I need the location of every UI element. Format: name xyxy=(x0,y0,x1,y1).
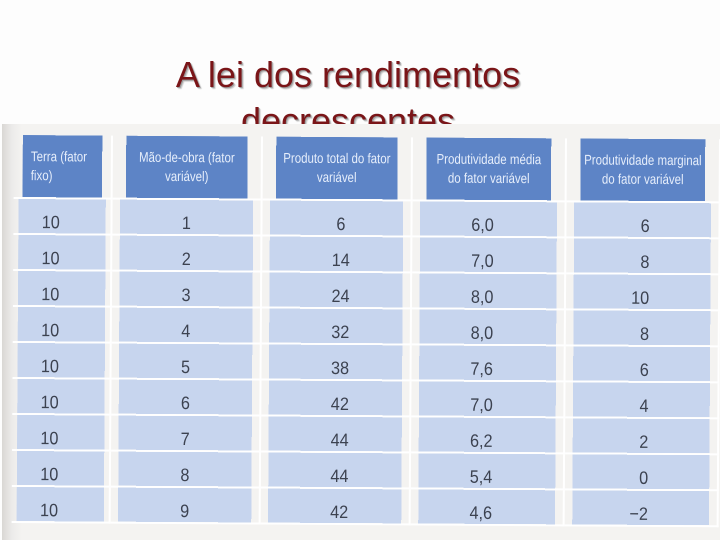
cell-marginal-productivity: 4 xyxy=(571,381,711,419)
cell-land: 10 xyxy=(17,270,107,307)
cell-average-productivity: 7,6 xyxy=(418,344,558,382)
cell-total-product: 32 xyxy=(268,307,404,345)
cell-marginal-productivity: 0 xyxy=(571,453,711,491)
table-row: 10 6 42 7,0 4 xyxy=(12,378,718,419)
header-labor: Mão-de-obra (fator variável) xyxy=(125,135,249,200)
table-row: 10 7 44 6,2 2 xyxy=(12,414,718,455)
diminishing-returns-table: Terra (fator fixo) Mão-de-obra (fator va… xyxy=(12,135,720,527)
cell-average-productivity: 7,0 xyxy=(418,236,558,274)
table-row: 10 1 6 6,0 6 xyxy=(13,198,719,239)
header-average-productivity: Produtividade média do fator variável xyxy=(425,137,553,202)
cell-labor: 4 xyxy=(118,306,254,344)
cell-land: 10 xyxy=(16,450,106,487)
header-marginal-productivity: Produtividade marginal do fator variável xyxy=(579,138,707,203)
header-total-product: Produto total do fator variável xyxy=(275,136,399,201)
cell-land: 10 xyxy=(18,198,107,235)
cell-total-product: 42 xyxy=(267,379,404,417)
slide-title: A lei dos rendimentos decrescentes xyxy=(0,52,696,144)
cell-total-product: 44 xyxy=(267,451,403,489)
cell-labor: 2 xyxy=(118,234,254,272)
cell-total-product: 24 xyxy=(268,271,404,309)
cell-marginal-productivity: −2 xyxy=(571,489,711,527)
cell-average-productivity: 4,6 xyxy=(417,488,557,526)
cell-total-product: 6 xyxy=(268,199,405,237)
cell-total-product: 42 xyxy=(267,487,403,525)
cell-marginal-productivity: 6 xyxy=(573,201,712,239)
cell-labor: 8 xyxy=(117,450,253,488)
cell-marginal-productivity: 2 xyxy=(571,417,711,455)
table-row: 10 2 14 7,0 8 xyxy=(13,234,719,275)
table-header-row: Terra (fator fixo) Mão-de-obra (fator va… xyxy=(14,135,720,203)
cell-marginal-productivity: 8 xyxy=(572,309,712,347)
table-row: 10 9 42 4,6 −2 xyxy=(12,486,718,527)
cell-average-productivity: 6,0 xyxy=(419,200,558,238)
cell-marginal-productivity: 8 xyxy=(572,237,712,275)
cell-labor: 1 xyxy=(118,198,255,236)
cell-labor: 5 xyxy=(118,342,254,380)
cell-land: 10 xyxy=(18,234,107,271)
cell-labor: 9 xyxy=(117,486,253,524)
table-row: 10 8 44 5,4 0 xyxy=(12,450,718,491)
table-row: 10 4 32 8,0 8 xyxy=(13,306,719,347)
header-land: Terra (fator fixo) xyxy=(22,135,104,199)
cell-land: 10 xyxy=(16,414,106,451)
cell-labor: 7 xyxy=(117,414,253,452)
table-row: 10 3 24 8,0 10 xyxy=(13,270,719,311)
table-row: 10 5 38 7,6 6 xyxy=(13,342,719,383)
cell-total-product: 38 xyxy=(268,343,404,381)
cell-total-product: 44 xyxy=(267,415,403,453)
cell-average-productivity: 6,2 xyxy=(417,416,557,454)
cell-labor: 6 xyxy=(117,378,254,416)
cell-average-productivity: 7,0 xyxy=(417,380,557,418)
cell-land: 10 xyxy=(17,378,106,415)
cell-land: 10 xyxy=(17,306,107,343)
cell-land: 10 xyxy=(17,342,106,379)
cell-average-productivity: 5,4 xyxy=(417,452,557,490)
cell-marginal-productivity: 6 xyxy=(572,345,712,383)
cell-land: 10 xyxy=(16,486,105,523)
cell-average-productivity: 8,0 xyxy=(418,272,558,310)
slide-title-line-1: A lei dos rendimentos xyxy=(175,54,521,96)
cell-total-product: 14 xyxy=(268,235,404,273)
cell-marginal-productivity: 10 xyxy=(572,273,712,311)
cell-average-productivity: 8,0 xyxy=(418,308,558,346)
cell-labor: 3 xyxy=(118,270,254,308)
